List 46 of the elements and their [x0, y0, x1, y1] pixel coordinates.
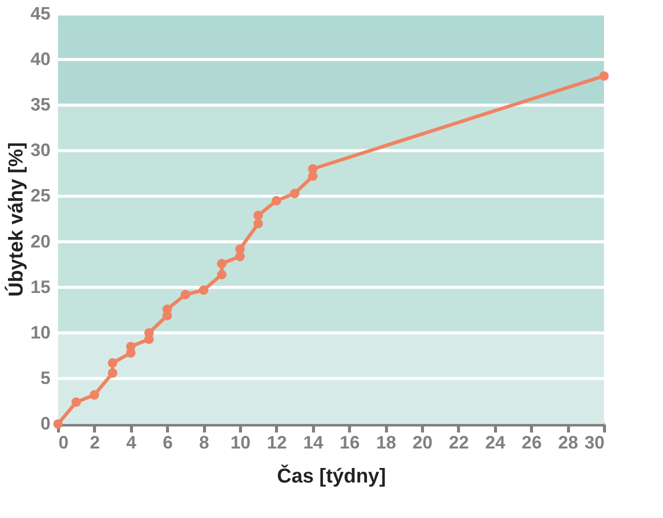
point: [108, 368, 118, 378]
x-tick-label: 10: [230, 432, 251, 452]
x-tick-label: 8: [199, 432, 210, 452]
y-tick-label: 40: [30, 49, 50, 70]
y-tick-label: 10: [30, 322, 50, 342]
y-tick-label: 5: [40, 368, 50, 388]
x-tick-label: 2: [90, 432, 100, 452]
point: [308, 164, 318, 174]
point: [272, 196, 282, 206]
x-tick-label: 26: [522, 432, 542, 452]
point: [162, 304, 172, 314]
y-tick-label: 35: [30, 94, 50, 115]
x-tick-label: 16: [340, 432, 360, 452]
y-tick-label: 25: [30, 186, 50, 206]
point: [198, 285, 208, 295]
point: [71, 397, 81, 407]
point: [253, 218, 263, 228]
point: [126, 342, 136, 352]
y-tick-label: 0: [40, 414, 50, 434]
point: [53, 419, 63, 429]
x-tick-label: 0: [58, 432, 69, 452]
y-tick-label: 15: [30, 276, 50, 297]
point: [217, 270, 227, 280]
point: [599, 71, 609, 81]
x-tick-label: 4: [126, 432, 136, 452]
x-tick-label: 24: [485, 432, 506, 452]
x-tick-label: 14: [303, 432, 324, 452]
point: [108, 358, 118, 368]
x-axis-title: Čas [týdny]: [277, 464, 386, 488]
y-tick-label: 30: [30, 140, 50, 160]
point: [217, 258, 227, 268]
y-axis-title: Úbytek váhy [%]: [4, 142, 28, 297]
x-tick-label: 30: [584, 432, 604, 452]
point: [253, 210, 263, 220]
x-tick-label: 22: [448, 432, 469, 452]
y-tick-label: 45: [30, 4, 50, 24]
x-tick-label: 12: [266, 432, 287, 452]
x-tick-label: 28: [558, 432, 578, 452]
y-tick-label: 20: [30, 231, 50, 252]
x-tick-label: 20: [412, 432, 433, 452]
x-tick-label: 18: [376, 432, 396, 452]
point: [180, 290, 190, 300]
x-tick-label: 6: [162, 432, 173, 452]
point: [290, 188, 300, 198]
point: [235, 244, 245, 254]
point: [90, 390, 100, 400]
